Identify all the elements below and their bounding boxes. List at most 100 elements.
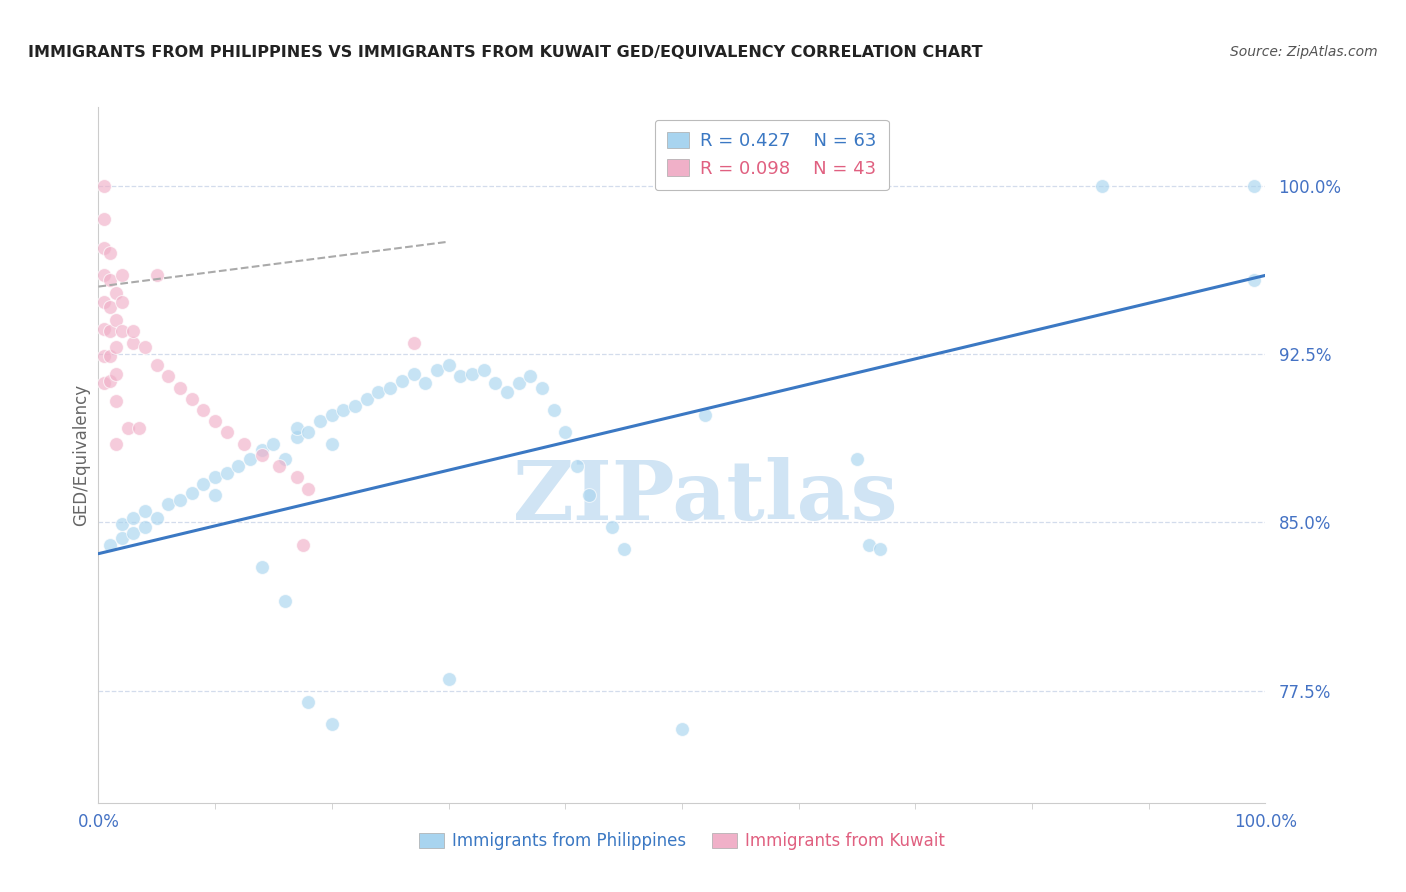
Point	[157, 497, 180, 511]
Point	[402, 335, 425, 350]
Point	[233, 436, 256, 450]
Point	[578, 488, 600, 502]
Point	[146, 268, 169, 283]
Point	[204, 488, 226, 502]
Point	[204, 414, 226, 428]
Point	[98, 349, 121, 363]
Text: ZIPatlas: ZIPatlas	[513, 457, 898, 537]
Point	[554, 425, 576, 440]
Point	[98, 325, 121, 339]
Point	[122, 526, 145, 541]
Point	[1091, 178, 1114, 193]
Point	[391, 374, 413, 388]
Point	[297, 482, 319, 496]
Point	[98, 300, 121, 314]
Point	[117, 421, 139, 435]
Text: IMMIGRANTS FROM PHILIPPINES VS IMMIGRANTS FROM KUWAIT GED/EQUIVALENCY CORRELATIO: IMMIGRANTS FROM PHILIPPINES VS IMMIGRANT…	[28, 45, 983, 60]
Point	[93, 178, 115, 193]
Point	[104, 436, 127, 450]
Point	[93, 376, 115, 390]
Point	[146, 358, 169, 372]
Point	[285, 430, 308, 444]
Point	[128, 421, 150, 435]
Point	[93, 322, 115, 336]
Point	[321, 436, 343, 450]
Point	[215, 425, 238, 440]
Point	[98, 538, 121, 552]
Point	[104, 340, 127, 354]
Point	[98, 273, 121, 287]
Point	[472, 362, 495, 376]
Point	[380, 381, 402, 395]
Point	[437, 358, 460, 372]
Point	[93, 295, 115, 310]
Point	[180, 486, 202, 500]
Point	[1243, 178, 1265, 193]
Point	[104, 394, 127, 409]
Point	[111, 517, 134, 532]
Point	[111, 295, 134, 310]
Point	[146, 510, 169, 524]
Point	[695, 408, 717, 422]
Point	[285, 421, 308, 435]
Point	[262, 436, 284, 450]
Point	[111, 268, 134, 283]
Point	[98, 246, 121, 260]
Point	[93, 349, 115, 363]
Point	[332, 403, 354, 417]
Point	[93, 268, 115, 283]
Point	[402, 367, 425, 381]
Point	[846, 452, 869, 467]
Point	[204, 470, 226, 484]
Point	[215, 466, 238, 480]
Point	[274, 452, 297, 467]
Y-axis label: GED/Equivalency: GED/Equivalency	[72, 384, 90, 526]
Point	[93, 242, 115, 256]
Point	[671, 722, 693, 736]
Point	[291, 538, 314, 552]
Point	[122, 325, 145, 339]
Point	[134, 520, 156, 534]
Point	[111, 325, 134, 339]
Point	[250, 443, 273, 458]
Point	[193, 477, 215, 491]
Point	[104, 313, 127, 327]
Point	[169, 381, 191, 395]
Point	[134, 504, 156, 518]
Point	[98, 374, 121, 388]
Point	[344, 399, 367, 413]
Point	[297, 425, 319, 440]
Point	[297, 695, 319, 709]
Point	[157, 369, 180, 384]
Point	[269, 459, 291, 474]
Point	[193, 403, 215, 417]
Point	[93, 212, 115, 227]
Point	[309, 414, 332, 428]
Point	[104, 286, 127, 301]
Point	[321, 408, 343, 422]
Point	[111, 531, 134, 545]
Point	[1243, 273, 1265, 287]
Point	[449, 369, 471, 384]
Point	[565, 459, 588, 474]
Point	[122, 335, 145, 350]
Point	[508, 376, 530, 390]
Point	[613, 542, 636, 557]
Point	[250, 560, 273, 574]
Point	[437, 673, 460, 687]
Point	[600, 520, 623, 534]
Point	[519, 369, 541, 384]
Point	[285, 470, 308, 484]
Text: Source: ZipAtlas.com: Source: ZipAtlas.com	[1230, 45, 1378, 59]
Point	[356, 392, 378, 406]
Point	[321, 717, 343, 731]
Point	[543, 403, 565, 417]
Legend: Immigrants from Philippines, Immigrants from Kuwait: Immigrants from Philippines, Immigrants …	[412, 826, 952, 857]
Point	[530, 381, 553, 395]
Point	[869, 542, 891, 557]
Point	[239, 452, 262, 467]
Point	[104, 367, 127, 381]
Point	[180, 392, 202, 406]
Point	[484, 376, 506, 390]
Point	[228, 459, 250, 474]
